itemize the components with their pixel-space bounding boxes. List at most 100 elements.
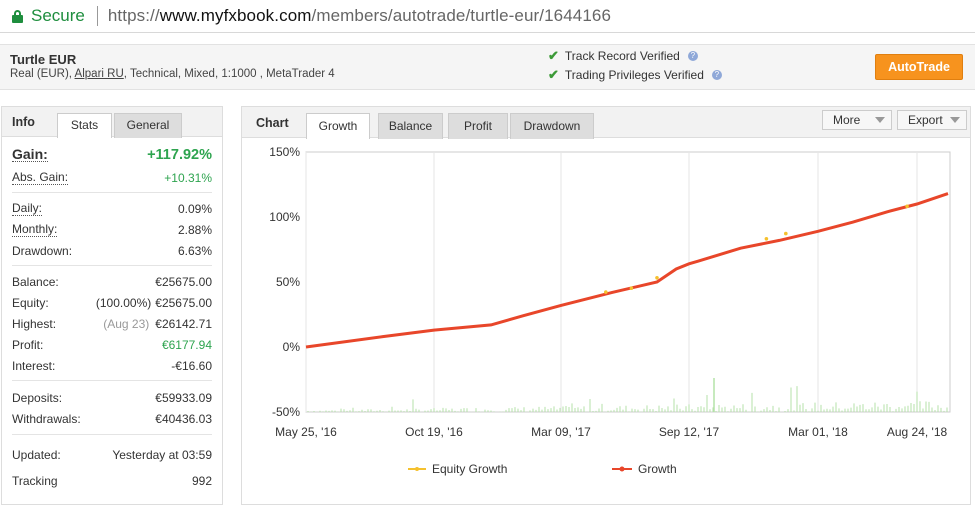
x-tick-label: Oct 19, '16: [405, 425, 463, 439]
legend-equity-marker: [415, 467, 419, 471]
interest-row: Interest: -€16.60: [12, 355, 212, 376]
abs-gain-value: +10.31%: [164, 170, 212, 185]
interest-label: Interest:: [12, 358, 56, 373]
deposits-value: €59933.09: [155, 390, 212, 405]
tracking-row: Tracking 992: [12, 468, 212, 494]
balance-row: Balance: €25675.00: [12, 271, 212, 292]
url-host: www.myfxbook.com: [159, 6, 312, 25]
balance-value: €25675.00: [155, 274, 212, 289]
y-tick-label: 150%: [269, 145, 300, 159]
y-tick-label: 100%: [269, 210, 300, 224]
address-bar[interactable]: Secure https://www.myfxbook.com/members/…: [0, 0, 975, 33]
track-record-verified: ✔ Track Record Verified ?: [548, 48, 698, 64]
tab-general[interactable]: General: [114, 113, 182, 138]
x-tick-label: Mar 09, '17: [531, 425, 591, 439]
url-text[interactable]: https://www.myfxbook.com/members/autotra…: [108, 6, 611, 26]
tab-balance[interactable]: Balance: [378, 113, 443, 139]
divider: [96, 6, 98, 26]
plot-border: [305, 151, 951, 413]
legend-equity-growth: Equity Growth: [432, 462, 507, 476]
daily-label[interactable]: Daily:: [12, 200, 43, 216]
equity-growth-point: [784, 231, 788, 236]
info-tabs: Info Stats General: [2, 107, 222, 138]
withdrawals-row: Withdrawals: €40436.03: [12, 408, 212, 429]
profit-value: €6177.94: [161, 337, 212, 352]
highest-date: (Aug 23): [103, 316, 150, 331]
equity-label: Equity:: [12, 295, 49, 310]
abs-gain-label[interactable]: Abs. Gain:: [12, 169, 69, 185]
x-axis: May 25, '16 Oct 19, '16 Mar 09, '17 Sep …: [275, 425, 947, 439]
growth-chart[interactable]: 150% 100% 50% 0% -50% May 25, '16 Oct 19…: [242, 138, 970, 504]
highest-label: Highest:: [12, 316, 57, 331]
y-tick-label: 0%: [283, 340, 301, 354]
updated-label: Updated:: [12, 448, 61, 462]
highest-row: Highest: (Aug 23) €26142.71: [12, 313, 212, 334]
gain-row: Gain: +117.92%: [12, 143, 212, 167]
more-dropdown[interactable]: More: [822, 110, 892, 130]
info-panel: Info Stats General Gain: +117.92% Abs. G…: [1, 106, 223, 505]
x-tick-label: Mar 01, '18: [788, 425, 848, 439]
withdrawals-value: €40436.03: [155, 411, 212, 426]
help-icon[interactable]: ?: [711, 70, 722, 80]
chart-lines: [305, 192, 949, 349]
monthly-value: 2.88%: [177, 222, 212, 237]
help-icon[interactable]: ?: [687, 51, 698, 61]
profit-label: Profit:: [12, 337, 44, 352]
equity-percent: (100.00%): [95, 295, 152, 310]
broker-link[interactable]: Alpari RU: [74, 68, 124, 80]
y-tick-label: -50%: [272, 405, 300, 419]
lock-icon: [12, 9, 23, 23]
trading-privileges-label: Trading Privileges Verified: [564, 68, 704, 82]
daily-row: Daily: 0.09%: [12, 198, 212, 219]
growth-line: [305, 192, 949, 349]
legend-growth: Growth: [638, 462, 677, 476]
desc-prefix: Real (EUR),: [10, 68, 75, 80]
more-label: More: [833, 113, 861, 127]
balance-label: Balance:: [12, 274, 59, 289]
chevron-down-icon: [950, 117, 960, 123]
secure-label: Secure: [31, 6, 85, 25]
tab-profit[interactable]: Profit: [448, 113, 508, 139]
equity-growth-point: [764, 237, 769, 241]
system-header: Turtle EUR Real (EUR), Alpari RU, Techni…: [0, 44, 975, 90]
abs-gain-row: Abs. Gain: +10.31%: [12, 167, 212, 188]
tab-stats[interactable]: Stats: [57, 113, 112, 138]
check-icon: ✔: [548, 67, 559, 82]
tab-growth[interactable]: Growth: [306, 113, 370, 139]
info-label: Info: [12, 115, 35, 129]
x-tick-label: Sep 12, '17: [659, 425, 720, 439]
gain-label[interactable]: Gain:: [12, 146, 48, 162]
updated-row: Updated: Yesterday at 03:59: [12, 442, 212, 468]
desc-suffix: , Technical, Mixed, 1:1000 , MetaTrader …: [123, 68, 335, 80]
tracking-value: 992: [191, 474, 212, 488]
equity-growth-point: [905, 204, 909, 209]
deposits-row: Deposits: €59933.09: [12, 387, 212, 408]
autotrade-button[interactable]: AutoTrade: [875, 54, 963, 80]
chart-tabs: Chart Growth Balance Profit Drawdown Mor…: [242, 107, 970, 139]
equity-row: Equity: (100.00%) €25675.00: [12, 292, 212, 313]
equity-value: €25675.00: [155, 295, 212, 310]
volume-bars: [307, 378, 948, 412]
track-record-label: Track Record Verified: [564, 49, 680, 63]
monthly-row: Monthly: 2.88%: [12, 219, 212, 240]
highest-value: €26142.71: [155, 316, 212, 331]
withdrawals-label: Withdrawals:: [12, 411, 81, 426]
tracking-label: Tracking: [12, 474, 58, 488]
profit-row: Profit: €6177.94: [12, 334, 212, 355]
chart-panel: Chart Growth Balance Profit Drawdown Mor…: [241, 106, 971, 505]
stats-list: Gain: +117.92% Abs. Gain: +10.31% Daily:…: [2, 137, 222, 494]
tab-drawdown[interactable]: Drawdown: [510, 113, 594, 139]
check-icon: ✔: [548, 48, 559, 63]
legend-growth-marker: [619, 466, 625, 472]
interest-value: -€16.60: [171, 358, 212, 373]
updated-value: Yesterday at 03:59: [112, 448, 212, 462]
chart-legend[interactable]: Equity Growth Growth: [408, 462, 677, 476]
export-label: Export: [908, 113, 943, 127]
equity-growth-point: [629, 286, 634, 290]
daily-value: 0.09%: [177, 201, 212, 216]
export-dropdown[interactable]: Export: [897, 110, 967, 130]
url-scheme: https://: [107, 6, 160, 25]
x-tick-label: May 25, '16: [275, 425, 337, 439]
monthly-label[interactable]: Monthly:: [12, 221, 58, 237]
x-tick-label: Aug 24, '18: [887, 425, 948, 439]
